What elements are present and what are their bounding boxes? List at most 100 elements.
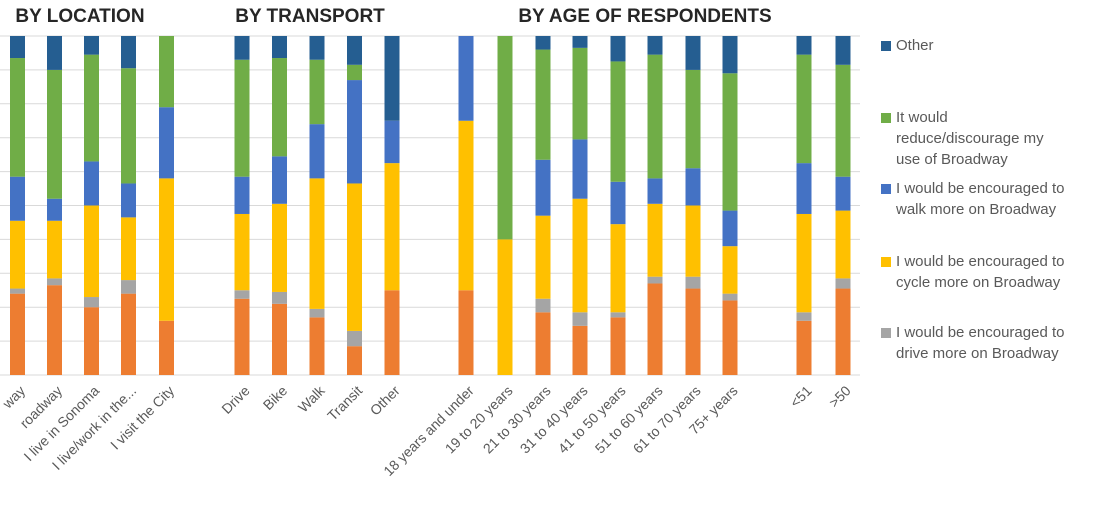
bar-segment [47,198,62,221]
bar-segment [572,139,588,199]
legend-label: I would be encouraged to cycle more on Br… [896,253,1064,291]
bar-segment [384,120,400,164]
bar-segment [685,36,701,70]
bar-segment [272,156,287,204]
legend-line: use of Broadway [896,151,1008,168]
bar-segment [234,59,250,177]
bar-segment [796,36,812,55]
bar-segment [10,293,25,375]
bar-segment [347,183,362,331]
bar-segment [347,80,362,184]
bar-segment [722,73,738,211]
x-tick-label: Transit [324,382,365,423]
group-title: BY TRANSPORT [235,6,385,27]
bar-segment [272,36,287,59]
bar-segment [685,168,701,206]
bar-segment [121,183,136,218]
x-tick-label: way [0,382,28,412]
bar-segment [535,36,551,50]
bar-segment [234,36,250,60]
bar-segment [458,120,474,291]
bar-segment [572,312,588,326]
bar-segment [47,69,62,199]
bar-segment [458,290,474,375]
legend-line: It would [896,109,948,126]
bar-segment [835,176,851,211]
bar-segment [835,64,851,177]
legend-line: I would be encouraged to [896,253,1064,270]
bar-segment [84,307,99,375]
legend-label: It would reduce/discourage my use of Broad… [896,109,1044,168]
bar-segment [796,312,812,321]
bar-segment [722,246,738,294]
x-tick-label: <51 [787,382,815,410]
bar-segment [159,36,174,108]
bar-segment [796,320,812,375]
legend-line: Other [896,37,934,54]
x-tick-label: Walk [295,382,329,416]
bar-segment [835,210,851,279]
bar-segment [309,317,325,375]
bar-segment [647,276,663,284]
bar-segment [796,163,812,214]
bar-segment [47,285,62,375]
bar-segment [84,36,99,55]
bar-segment [572,325,588,375]
bar-segment [121,293,136,375]
bar-segment [347,36,362,65]
legend-line: reduce/discourage my [896,130,1044,147]
bar-segment [10,36,25,59]
bar-segment [384,163,400,291]
legend-swatch [881,257,891,267]
bar-segment [722,36,738,74]
bar-segment [685,276,701,289]
bar-segment [610,181,626,225]
bar-segment [309,124,325,179]
bar-segment [722,300,738,375]
bar-segment [610,312,626,318]
bar-segment [272,58,287,157]
bar-segment [722,210,738,247]
bar-segment [84,205,99,298]
bar-segment [458,36,474,121]
bar-segment [10,176,25,221]
legend-label: Other [896,37,934,54]
bar-segment [722,293,738,301]
bar-segment [47,220,62,279]
bar-segment [610,317,626,375]
legend-swatch [881,41,891,51]
bar-segment [835,288,851,375]
bar-segment [535,312,551,375]
bar-segment [796,54,812,164]
bar-segment [610,61,626,182]
bar-segment [347,330,362,347]
legend-label: I would be encouraged to drive more on Br… [896,324,1064,362]
bar-segment [47,278,62,286]
bar-segment [610,36,626,62]
bar-segment [647,36,663,55]
bar-segment [347,346,362,375]
bar-segment [84,297,99,308]
bar-segment [535,215,551,299]
group-title: BY AGE OF RESPONDENTS [518,6,771,27]
bar-segment [121,217,136,281]
bar-segment [159,320,174,375]
bar-segment [384,290,400,375]
legend-line: drive more on Broadway [896,345,1059,362]
bar-segment [497,36,513,240]
bar-segment [10,220,25,289]
bar-segment [535,159,551,216]
bar-segment [272,303,287,375]
legend-line: walk more on Broadway [895,201,1057,218]
bar-segment [121,36,136,69]
bar-segment [535,49,551,160]
legend-swatch [881,184,891,194]
bar-segment [572,47,588,140]
bar-segment [234,290,250,299]
bar-segment [234,213,250,291]
bar-segment [497,239,513,375]
legend-swatch [881,113,891,123]
bar-segment [647,283,663,375]
bar-segment [610,224,626,313]
